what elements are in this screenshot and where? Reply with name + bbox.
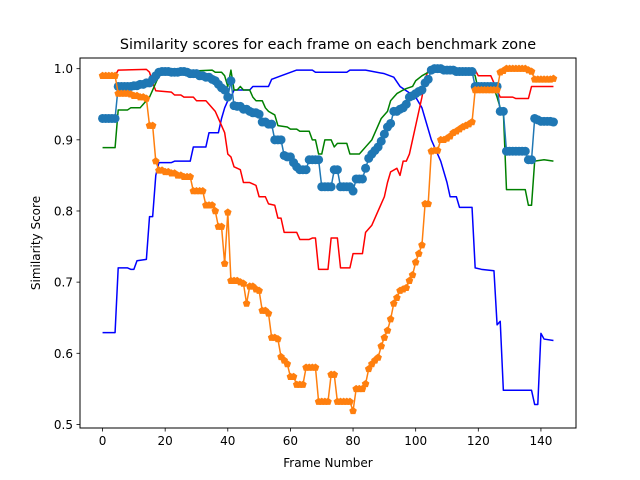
series-3-point-73 xyxy=(326,182,336,192)
x-tick-label-4: 80 xyxy=(345,434,360,448)
series-3-point-135 xyxy=(520,146,530,156)
series-3-point-137 xyxy=(527,155,537,165)
series-2 xyxy=(102,69,554,207)
series-3-point-40 xyxy=(223,92,233,102)
series-4-point-68 xyxy=(311,363,320,371)
series-4-point-14 xyxy=(142,94,151,102)
series-4-point-100 xyxy=(411,258,420,266)
series-4-point-98 xyxy=(405,276,414,284)
series-3-point-65 xyxy=(301,165,311,175)
x-tick-label-0: 0 xyxy=(99,434,107,448)
y-tick-label-3: 0.8 xyxy=(54,204,73,218)
series-4-point-38 xyxy=(217,222,226,230)
series-3 xyxy=(98,64,558,196)
series-3-point-39 xyxy=(220,85,230,95)
series-4 xyxy=(98,64,558,415)
series-3-point-75 xyxy=(332,165,342,175)
series-4-point-4 xyxy=(111,71,119,80)
series-4-point-35 xyxy=(208,201,216,209)
series-4-point-88 xyxy=(374,353,382,361)
series-4-point-50 xyxy=(255,286,263,294)
plot-frame xyxy=(79,57,577,429)
series-4-point-118 xyxy=(468,118,476,126)
series-3-point-144 xyxy=(548,117,558,127)
series-4-point-32 xyxy=(198,187,207,195)
series-3-point-90 xyxy=(379,129,389,139)
series-4-point-53 xyxy=(264,309,273,317)
series-3-point-84 xyxy=(361,163,371,173)
series-3-point-50 xyxy=(254,109,264,119)
series-3-point-83 xyxy=(357,174,367,184)
series-4-point-16 xyxy=(148,121,157,129)
series-4-point-126 xyxy=(493,86,501,94)
series-4-point-74 xyxy=(330,370,339,378)
series-3-point-128 xyxy=(498,106,508,116)
series-4-point-80 xyxy=(349,406,357,415)
series-3-point-69 xyxy=(314,155,324,165)
x-tick-label-5: 100 xyxy=(404,434,427,448)
series-4-point-91 xyxy=(383,326,392,334)
series-4-point-28 xyxy=(186,172,195,181)
series-3-point-118 xyxy=(467,67,477,77)
series-4-point-101 xyxy=(415,249,423,257)
series-3-point-4 xyxy=(110,113,120,123)
series-4-point-56 xyxy=(274,335,282,343)
series-4-point-104 xyxy=(424,199,433,208)
y-axis: 0.5 0.6 0.7 0.8 0.9 1.0 xyxy=(54,62,80,432)
y-tick-label-5: 1.0 xyxy=(54,62,73,76)
series-4-point-144 xyxy=(549,74,558,82)
series-4-point-137 xyxy=(527,67,536,75)
series-4-point-89 xyxy=(377,342,386,350)
series-0-line xyxy=(102,69,554,406)
series-3-point-97 xyxy=(401,99,411,109)
series-4-point-93 xyxy=(389,299,398,307)
y-tick-label-2: 0.7 xyxy=(54,276,73,290)
series-4-point-46 xyxy=(242,299,251,307)
series-3-point-102 xyxy=(417,85,427,95)
series-2-line xyxy=(102,69,554,207)
series-4-point-40 xyxy=(223,208,232,216)
series-4-point-17 xyxy=(151,157,160,165)
y-tick-label-0: 0.5 xyxy=(54,418,73,432)
x-tick-label-2: 40 xyxy=(220,434,235,448)
series-4-point-39 xyxy=(220,259,229,267)
x-tick-label-7: 140 xyxy=(529,434,552,448)
series-3-point-89 xyxy=(376,136,386,146)
series-4-point-84 xyxy=(361,379,370,388)
series-3-point-54 xyxy=(267,119,277,129)
series-0 xyxy=(102,69,554,406)
series-4-point-64 xyxy=(299,380,307,388)
series-4-point-79 xyxy=(346,397,354,405)
series-4-point-99 xyxy=(408,271,417,279)
series-4-point-61 xyxy=(289,372,298,381)
series-4-point-90 xyxy=(380,333,389,341)
x-tick-label-3: 60 xyxy=(283,434,298,448)
chart-title: Similarity scores for each frame on each… xyxy=(120,37,536,53)
series-3-point-104 xyxy=(423,74,433,84)
x-axis: 0 20 40 60 80 100 120 140 xyxy=(99,428,552,448)
x-axis-title: Frame Number xyxy=(283,456,372,470)
y-tick-label-1: 0.6 xyxy=(54,347,73,361)
series-4-point-92 xyxy=(386,315,395,323)
series-4-point-59 xyxy=(283,359,292,368)
series-3-point-80 xyxy=(348,186,358,196)
x-tick-label-6: 120 xyxy=(467,434,490,448)
series-4-point-36 xyxy=(211,206,220,215)
series-layer xyxy=(98,64,558,415)
series-3-point-41 xyxy=(226,76,236,86)
series-4-point-72 xyxy=(324,397,332,405)
series-4-point-107 xyxy=(433,146,442,154)
series-4-point-94 xyxy=(393,293,401,302)
series-4-point-45 xyxy=(239,279,248,287)
x-tick-label-1: 20 xyxy=(158,434,173,448)
y-axis-title: Similarity Score xyxy=(29,196,43,290)
series-3-point-57 xyxy=(276,135,286,145)
series-3-point-92 xyxy=(386,118,396,128)
series-4-point-102 xyxy=(418,241,426,249)
y-tick-label-4: 0.9 xyxy=(54,133,73,147)
series-4-point-97 xyxy=(402,283,411,292)
